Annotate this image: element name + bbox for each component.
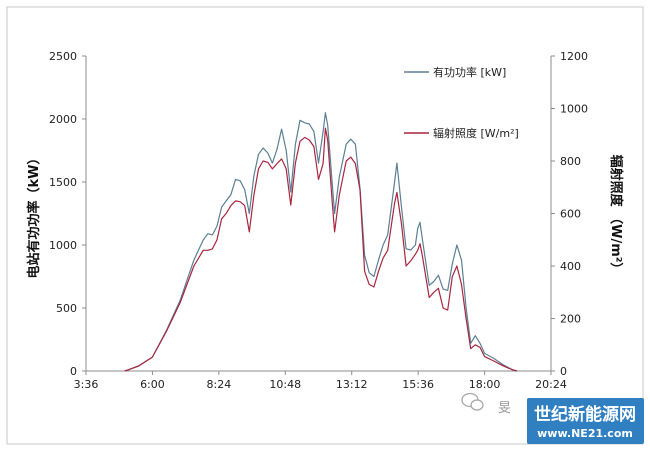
brand-logo-url: www.NE21.com: [537, 427, 633, 440]
y-left-axis-ticks: 0 500 1000 1500 2000 2500: [49, 50, 86, 378]
y-left-tick-label: 500: [56, 302, 77, 315]
legend: 有功功率 [kW] 辐射照度 [W/m²]: [404, 65, 519, 140]
x-tick-label: 6:00: [140, 378, 165, 391]
y-right-axis-ticks: 0 200 400 600 800 1000 1200: [551, 50, 588, 378]
x-tick-label: 8:24: [207, 378, 232, 391]
x-axis-ticks: 3:36 6:00 8:24 10:48 13:12 15:36 18:00 20:24: [74, 371, 567, 391]
y-right-tick-label: 1200: [560, 50, 588, 63]
y-right-tick-label: 200: [560, 313, 581, 326]
watermark: 旻 世纪新能源网 www.NE21.com: [461, 392, 644, 444]
legend-label-power: 有功功率 [kW]: [433, 65, 506, 79]
x-tick-label: 15:36: [402, 378, 434, 391]
y-left-tick-label: 2500: [49, 50, 77, 63]
x-tick-label: 20:24: [535, 378, 567, 391]
wechat-account-text: 旻: [498, 401, 511, 416]
y-left-tick-label: 1000: [49, 239, 77, 252]
series-layer: [124, 112, 518, 372]
brand-logo-main: 世纪新能源网: [534, 404, 636, 425]
series-line-0: [124, 112, 518, 372]
y-right-tick-label: 1000: [560, 103, 588, 116]
y-left-tick-label: 2000: [49, 113, 77, 126]
y-right-tick-label: 0: [560, 365, 567, 378]
x-tick-label: 18:00: [469, 378, 501, 391]
y-left-tick-label: 0: [70, 365, 77, 378]
y-right-tick-label: 600: [560, 208, 581, 221]
y-right-tick-label: 400: [560, 260, 581, 273]
y-right-tick-label: 800: [560, 155, 581, 168]
brand-logo-box: [527, 398, 644, 444]
series-line-1: [124, 127, 518, 372]
y-right-axis-title: 辐射照度 （W/m²）: [608, 155, 624, 276]
y-left-axis-title: 电站有功功率（kW）: [26, 152, 42, 279]
x-tick-label: 3:36: [74, 378, 99, 391]
x-tick-label: 13:12: [336, 378, 368, 391]
y-left-tick-label: 1500: [49, 176, 77, 189]
wechat-icon: [461, 392, 484, 411]
legend-label-irradiance: 辐射照度 [W/m²]: [433, 126, 519, 140]
x-tick-label: 10:48: [269, 378, 301, 391]
